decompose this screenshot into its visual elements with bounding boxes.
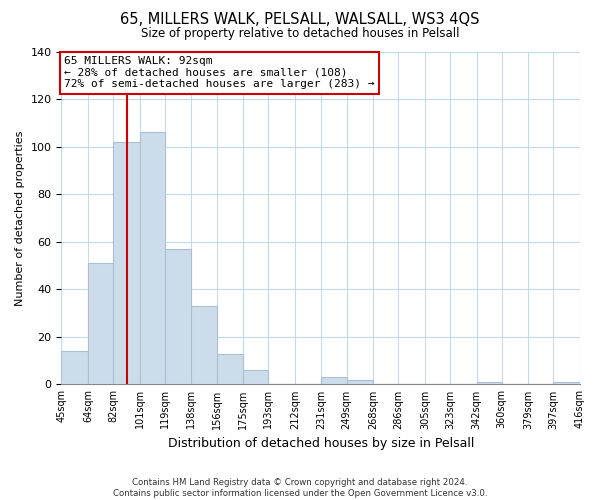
Bar [476, 382, 502, 384]
Bar [88, 263, 113, 384]
Bar [140, 132, 165, 384]
Y-axis label: Number of detached properties: Number of detached properties [15, 130, 25, 306]
Bar [217, 354, 243, 384]
Bar [243, 370, 268, 384]
Text: 65, MILLERS WALK, PELSALL, WALSALL, WS3 4QS: 65, MILLERS WALK, PELSALL, WALSALL, WS3 … [120, 12, 480, 28]
Text: Size of property relative to detached houses in Pelsall: Size of property relative to detached ho… [141, 28, 459, 40]
Text: 65 MILLERS WALK: 92sqm
← 28% of detached houses are smaller (108)
72% of semi-de: 65 MILLERS WALK: 92sqm ← 28% of detached… [64, 56, 374, 90]
Bar [191, 306, 217, 384]
X-axis label: Distribution of detached houses by size in Pelsall: Distribution of detached houses by size … [167, 437, 474, 450]
Bar [347, 380, 373, 384]
Text: Contains HM Land Registry data © Crown copyright and database right 2024.
Contai: Contains HM Land Registry data © Crown c… [113, 478, 487, 498]
Bar [61, 351, 88, 384]
Bar [322, 378, 347, 384]
Bar [113, 142, 140, 384]
Bar [165, 249, 191, 384]
Bar [553, 382, 580, 384]
